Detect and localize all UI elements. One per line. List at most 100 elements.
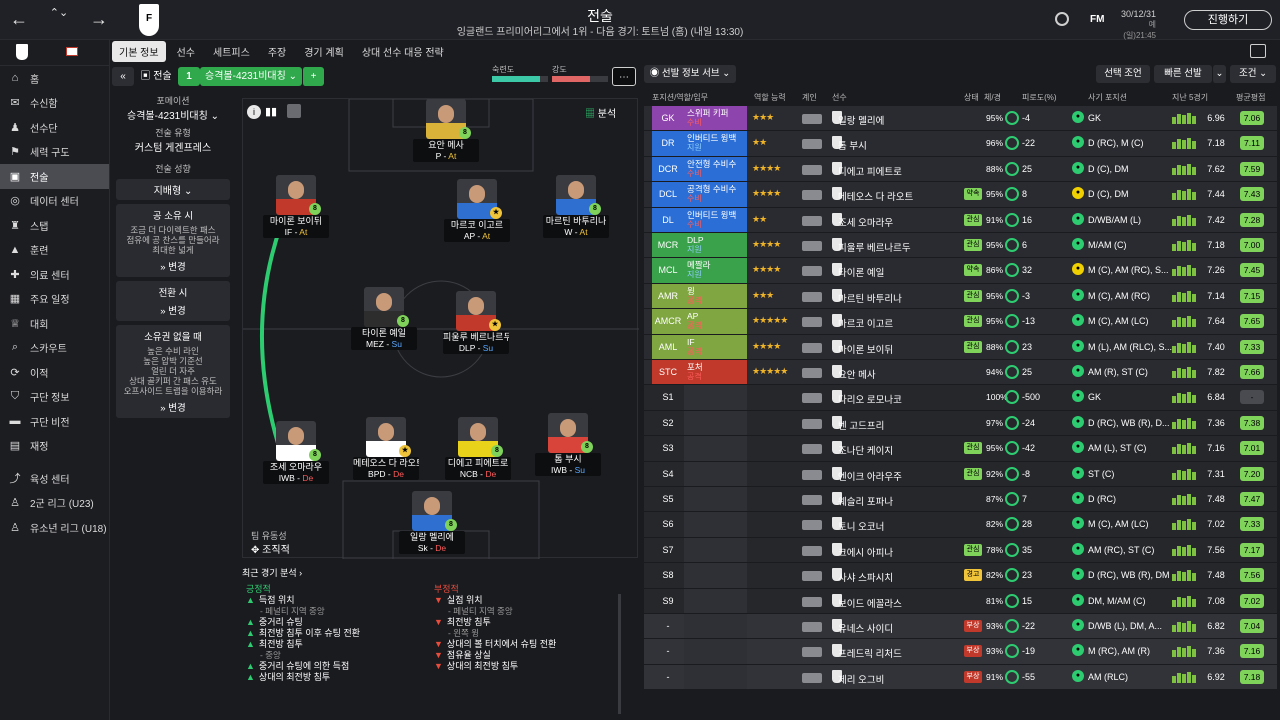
player-name[interactable]: 디에고 피에트로 <box>838 166 902 178</box>
player-name[interactable]: 메테오스 다 라오트 <box>838 192 914 204</box>
transition-change-button[interactable]: » 변경 <box>160 306 186 317</box>
player-name[interactable]: 보이드 에꼴라스 <box>838 598 902 610</box>
compare-icon[interactable] <box>802 469 822 480</box>
column-header[interactable]: 사기 포지션 <box>1088 93 1128 102</box>
options-button[interactable]: ⋯ <box>612 67 636 86</box>
tab-3[interactable]: 주장 <box>267 47 287 59</box>
tactic-slot[interactable]: 1 <box>178 67 200 86</box>
pitch-player[interactable]: 8 요안 메사 P - At <box>413 99 479 162</box>
sidebar-item[interactable]: ✉ 수신함 <box>0 91 109 116</box>
tab-5[interactable]: 상대 선수 대응 전략 <box>361 47 444 59</box>
player-name[interactable]: 프레드릭 리처드 <box>838 649 902 661</box>
filter-button[interactable]: 조건 ⌄ <box>1230 65 1276 83</box>
compare-icon[interactable] <box>802 241 822 251</box>
column-header[interactable]: 상태 <box>964 93 979 102</box>
pitch-player[interactable]: 8 일랑 멜리에 Sk - De <box>399 491 465 554</box>
column-header[interactable]: 선수 <box>832 93 847 102</box>
sidebar-item[interactable]: ◎ 데이터 센터 <box>0 189 109 214</box>
player-name[interactable]: 벤 고드프리 <box>838 420 885 432</box>
table-row[interactable]: S1 다리오 로모나코 100% -500 ● GK 6.84 - <box>642 385 1280 410</box>
back-arrow-icon[interactable]: ← <box>10 9 28 29</box>
row-role-select[interactable]: 인버티드 윙백 지원 <box>684 131 747 156</box>
row-role-select[interactable]: 공격형 수비수 수비 <box>684 182 747 207</box>
column-header[interactable]: 계인 <box>802 93 817 102</box>
compare-icon[interactable] <box>802 545 822 556</box>
info-icon[interactable]: i <box>247 105 261 119</box>
tab-4[interactable]: 경기 계획 <box>304 47 344 59</box>
sidebar-item[interactable]: ✚ 의료 센터 <box>0 262 109 287</box>
pitch-player[interactable]: 8 조세 오마라우 IWB - De <box>263 421 329 484</box>
player-name[interactable]: 일랑 멜리에 <box>838 116 885 127</box>
row-role-select[interactable]: 포처 공격 <box>684 360 747 385</box>
continue-button[interactable]: 진행하기 <box>1184 10 1272 30</box>
sidebar-item[interactable]: ▣ 전술 <box>0 164 109 189</box>
table-row[interactable]: - 프레드릭 리처드 부상 93% -19 ● M (RC), AM (R) 7.36 7.16 <box>642 639 1280 664</box>
player-name[interactable]: 다리오 로모나코 <box>838 395 902 407</box>
pitch-player[interactable]: 8 타이론 예일 MEZ - Su <box>351 287 417 350</box>
compare-icon[interactable] <box>802 342 822 353</box>
row-role-select[interactable]: 인버티드 윙백 수비 <box>684 207 747 232</box>
clipboard-icon[interactable] <box>287 104 301 118</box>
table-row[interactable]: S3 조나단 케이지 관심 95% -42 ● AM (L), ST (C) 7.16 7.01 <box>642 436 1280 461</box>
compare-icon[interactable] <box>802 215 822 226</box>
table-row[interactable]: - 제리 오그비 부상 91% -55 ● AM (RLC) 6.92 7.18 <box>642 664 1280 690</box>
table-row[interactable]: MCL 메짤라 지원 ★★★★ 타이론 예일 약속 86% 32 ● M (C), AM (RC)… <box>642 258 1280 283</box>
column-header[interactable]: 역할 능력 <box>754 93 786 102</box>
compare-icon[interactable] <box>802 647 822 658</box>
sidebar-item[interactable]: ♙ 유소년 리그 (U18) <box>0 515 109 540</box>
column-header[interactable]: 피로도(%) <box>1022 93 1057 102</box>
analysis-title[interactable]: 최근 경기 분석 › <box>242 568 303 578</box>
table-row[interactable]: S5 웨슬리 포파나 87% 7 ● D (RC) 7.48 7.47 <box>642 487 1280 512</box>
table-row[interactable]: AMR 윙 공격 ★★★ 마르틴 바투리나 관심 95% -3 ● M (C), AM (RC) 7… <box>642 283 1280 309</box>
player-name[interactable]: 마르코 이고르 <box>838 319 894 331</box>
player-name[interactable]: 마르틴 바투리나 <box>838 293 902 305</box>
compare-icon[interactable] <box>802 596 822 607</box>
in-possession-change-button[interactable]: » 변경 <box>160 262 186 273</box>
table-row[interactable]: DCL 공격형 수비수 수비 ★★★★ 메테오스 다 라오트 약속 95% 8 ● D (C), … <box>642 182 1280 207</box>
table-row[interactable]: DR 인버티드 윙백 지원 ★★ 톰 부시 96% -22 ● D (RC), M (C) 7.1… <box>642 131 1280 156</box>
column-header[interactable]: 포지션/역할/임무 <box>652 93 708 102</box>
globe-icon[interactable] <box>1055 12 1069 26</box>
sidebar-club-switch[interactable] <box>0 40 109 66</box>
table-row[interactable]: DL 인버티드 윙백 수비 ★★ 조세 오마라우 관심 91% 16 ● D/WB/AM (L) 7… <box>642 207 1280 233</box>
table-row[interactable]: STC 포처 공격 ★★★★★ 요안 메사 94% 25 ● AM (R), ST (C) 7.8… <box>642 360 1280 385</box>
sidebar-item[interactable]: ⛉ 구단 정보 <box>0 385 109 410</box>
sidebar-item[interactable]: ▦ 주요 일정 <box>0 287 109 312</box>
player-name[interactable]: 피울루 베르나르두 <box>838 243 911 254</box>
table-row[interactable]: AMCR AP 공격 ★★★★★ 마르코 이고르 관심 95% -13 ● M (C), AM (… <box>642 309 1280 334</box>
row-role-select[interactable]: 스위퍼 키퍼 수비 <box>684 106 747 131</box>
player-name[interactable]: 요안 메사 <box>838 370 876 381</box>
bar-chart-icon[interactable]: ▮▮ <box>265 106 278 118</box>
analysis-button[interactable]: ▦ 분석 <box>585 109 617 120</box>
row-role-select[interactable]: 메짤라 지원 <box>684 258 747 283</box>
fm-logo[interactable]: FM <box>1090 14 1105 25</box>
player-name[interactable]: 타이론 예일 <box>838 268 885 280</box>
compare-icon[interactable] <box>802 571 822 582</box>
pitch-player[interactable]: ★ 메테오스 다 라오트 BPD - De <box>353 417 419 480</box>
selection-advice-button[interactable]: 선택 조언 <box>1096 65 1150 83</box>
tab-1[interactable]: 선수 <box>176 47 195 59</box>
row-role-select[interactable]: 안전형 수비수 수비 <box>684 156 747 182</box>
player-name[interactable]: 토니 오코너 <box>838 522 885 534</box>
player-name[interactable]: 마이론 보이뒤 <box>838 344 894 356</box>
pitch-player[interactable]: 8 마르틴 바투리나 W - At <box>543 175 609 238</box>
player-name[interactable]: 웨슬리 포파나 <box>838 497 894 508</box>
tactic-select[interactable]: 승격볼-4231비대칭 ⌄ <box>200 67 302 86</box>
info-select-dropdown[interactable]: ◉ 선발 정보 서브 ⌄ <box>644 65 736 83</box>
sidebar-item[interactable]: ♟ 선수단 <box>0 115 109 140</box>
pitch-player[interactable]: ★ 피울루 베르나르두 DLP - Su <box>443 291 509 354</box>
player-name[interactable]: 엔이크 아라우주 <box>838 471 902 483</box>
sidebar-item[interactable]: ⌂ 홈 <box>0 66 109 91</box>
mentality-select[interactable]: 지배형 ⌄ <box>116 179 230 200</box>
player-name[interactable]: 조나단 케이지 <box>838 446 894 458</box>
table-row[interactable]: S9 보이드 에꼴라스 81% 15 ● DM, M/AM (C) 7.08 7.02 <box>642 588 1280 614</box>
player-name[interactable]: 톰 부시 <box>838 141 867 153</box>
compare-icon[interactable] <box>802 190 822 201</box>
table-row[interactable]: GK 스위퍼 키퍼 수비 ★★★ 일랑 멜리에 95% -4 ● GK 6.96 7.06 <box>642 106 1280 131</box>
row-role-select[interactable]: 윙 공격 <box>684 283 747 309</box>
player-name[interactable]: 조세 오마라우 <box>838 217 894 229</box>
sidebar-item[interactable]: ⤴ 육성 센터 <box>0 466 109 491</box>
row-role-select[interactable]: AP 공격 <box>684 309 747 334</box>
england-flag-icon[interactable] <box>66 47 78 56</box>
sidebar-item[interactable]: ⌕ 스카우트 <box>0 336 109 361</box>
